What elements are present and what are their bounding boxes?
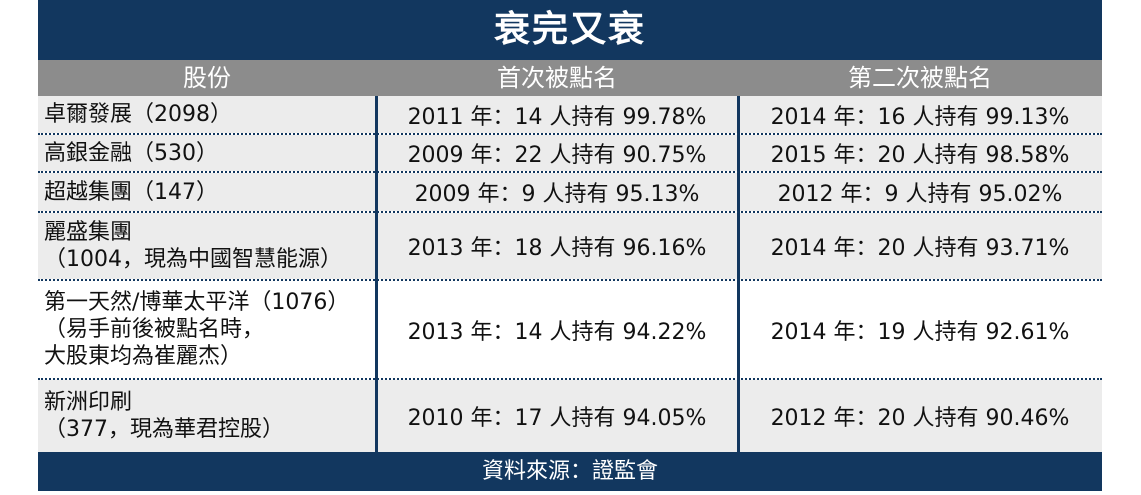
table-title: 衰完又衰 bbox=[38, 0, 1102, 60]
header-stock: 股份 bbox=[183, 64, 231, 92]
stock-name: 新洲印刷 （377，現為華君控股） bbox=[44, 390, 284, 442]
stock-name: 卓爾發展（2098） bbox=[44, 102, 232, 127]
cell-second: 2014 年：16 人持有 99.13% bbox=[770, 104, 1070, 130]
column-divider bbox=[375, 96, 378, 452]
table-row: 卓爾發展（2098） 2011 年：14 人持有 99.78% 2014 年：1… bbox=[38, 96, 1102, 133]
cell-stock: 超越集團（147） bbox=[44, 173, 376, 211]
cell-stock: 卓爾發展（2098） bbox=[44, 96, 376, 133]
header-first-named: 首次被點名 bbox=[497, 64, 617, 92]
table-row: 新洲印刷 （377，現為華君控股） 2010 年：17 人持有 94.05% 2… bbox=[38, 380, 1102, 452]
cell-first: 2009 年：9 人持有 95.13% bbox=[414, 182, 700, 207]
source-note: 資料來源：證監會 bbox=[38, 452, 1102, 491]
row-divider bbox=[38, 279, 1102, 281]
table-frame: 衰完又衰 股份 首次被點名 第二次被點名 卓爾發展（2098） 2011 年：1… bbox=[38, 0, 1102, 491]
stock-name: 第一天然/博華太平洋（1076） （易手前後被點名時， 大股東均為崔麗杰） bbox=[44, 290, 350, 369]
table-row: 高銀金融（530） 2009 年：22 人持有 90.75% 2015 年：20… bbox=[38, 135, 1102, 171]
row-divider bbox=[38, 211, 1102, 213]
cell-second: 2015 年：20 人持有 98.58% bbox=[770, 143, 1070, 168]
cell-first: 2009 年：22 人持有 90.75% bbox=[407, 143, 707, 168]
cell-second: 2012 年：9 人持有 95.02% bbox=[777, 182, 1063, 207]
header-second-named: 第二次被點名 bbox=[848, 64, 992, 92]
cell-first: 2013 年：18 人持有 96.16% bbox=[407, 236, 707, 261]
stock-name: 高銀金融（530） bbox=[44, 140, 218, 166]
row-divider bbox=[38, 378, 1102, 380]
row-divider bbox=[38, 171, 1102, 173]
cell-first: 2011 年：14 人持有 99.78% bbox=[407, 104, 707, 130]
row-divider bbox=[38, 133, 1102, 135]
header-row: 股份 首次被點名 第二次被點名 bbox=[38, 60, 1102, 96]
cell-first: 2013 年：14 人持有 94.22% bbox=[407, 319, 707, 345]
cell-second: 2014 年：20 人持有 93.71% bbox=[770, 236, 1070, 261]
stock-name: 麗盛集團 （1004，現為中國智慧能源） bbox=[44, 220, 342, 272]
table-row: 麗盛集團 （1004，現為中國智慧能源） 2013 年：18 人持有 96.16… bbox=[38, 213, 1102, 279]
table-row: 第一天然/博華太平洋（1076） （易手前後被點名時， 大股東均為崔麗杰） 20… bbox=[38, 281, 1102, 378]
cell-stock: 新洲印刷 （377，現為華君控股） bbox=[44, 380, 376, 452]
cell-stock: 麗盛集團 （1004，現為中國智慧能源） bbox=[44, 213, 376, 279]
cell-stock: 第一天然/博華太平洋（1076） （易手前後被點名時， 大股東均為崔麗杰） bbox=[44, 281, 376, 378]
column-divider bbox=[737, 96, 740, 452]
cell-stock: 高銀金融（530） bbox=[44, 135, 376, 171]
table-row: 超越集團（147） 2009 年：9 人持有 95.13% 2012 年：9 人… bbox=[38, 173, 1102, 211]
cell-first: 2010 年：17 人持有 94.05% bbox=[407, 406, 707, 431]
stock-name: 超越集團（147） bbox=[44, 179, 218, 205]
cell-second: 2012 年：20 人持有 90.46% bbox=[770, 406, 1070, 431]
cell-second: 2014 年：19 人持有 92.61% bbox=[770, 319, 1070, 345]
